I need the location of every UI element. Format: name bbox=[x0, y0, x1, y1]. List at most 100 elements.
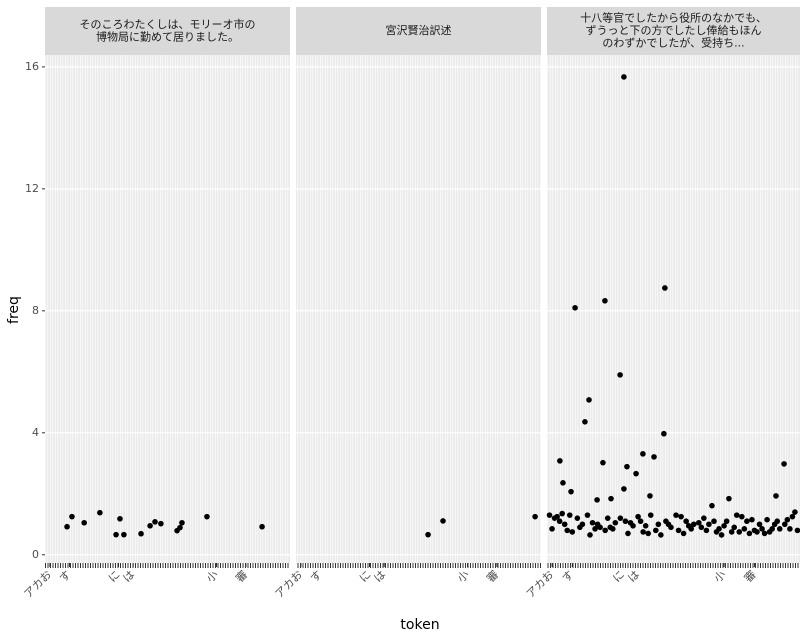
x-axis-title: token bbox=[400, 617, 439, 633]
point bbox=[600, 459, 606, 466]
y-tick-label: 0 bbox=[32, 548, 39, 561]
point bbox=[776, 526, 783, 532]
point bbox=[635, 513, 641, 520]
point bbox=[609, 526, 616, 532]
y-axis-title: freq bbox=[6, 296, 22, 324]
point bbox=[81, 519, 87, 526]
x-tick-label: 小 bbox=[711, 568, 728, 585]
x-tick-label: アカお bbox=[22, 568, 55, 601]
point bbox=[683, 518, 689, 525]
y-tick-label: 4 bbox=[32, 426, 39, 439]
x-tick-band bbox=[296, 563, 541, 568]
point bbox=[138, 530, 144, 537]
point bbox=[561, 521, 568, 528]
point bbox=[602, 297, 608, 304]
point bbox=[690, 521, 697, 528]
point bbox=[749, 516, 755, 523]
x-tick-label: は bbox=[371, 568, 388, 585]
point bbox=[652, 527, 659, 534]
strip bbox=[296, 7, 541, 55]
point bbox=[739, 513, 745, 520]
point bbox=[792, 509, 798, 515]
point bbox=[673, 512, 679, 518]
point bbox=[425, 531, 431, 538]
x-tick-label: す bbox=[57, 568, 74, 585]
x-tick-label: 審 bbox=[232, 567, 250, 585]
point bbox=[754, 529, 760, 535]
point bbox=[640, 451, 646, 457]
point bbox=[566, 512, 573, 518]
point bbox=[440, 518, 446, 524]
point bbox=[625, 530, 631, 537]
x-tick-band bbox=[45, 563, 290, 568]
point bbox=[574, 515, 581, 521]
y-tick-label: 16 bbox=[25, 60, 39, 73]
point bbox=[64, 523, 70, 530]
point bbox=[604, 515, 611, 521]
x-tick-label: は bbox=[120, 568, 137, 585]
point bbox=[259, 523, 265, 530]
x-tick-label: に bbox=[610, 568, 627, 585]
point bbox=[709, 502, 715, 509]
point bbox=[592, 526, 598, 532]
point bbox=[784, 516, 791, 523]
point bbox=[733, 512, 740, 518]
point bbox=[678, 513, 684, 520]
point bbox=[782, 521, 788, 528]
point bbox=[746, 530, 753, 537]
point bbox=[121, 531, 127, 538]
point bbox=[158, 520, 164, 527]
point bbox=[532, 513, 538, 520]
strip-label: 宮沢賢治訳述 bbox=[386, 23, 452, 37]
point bbox=[680, 530, 687, 537]
x-tick-label: す bbox=[560, 568, 577, 585]
point bbox=[661, 430, 667, 437]
x-tick-label: 小 bbox=[204, 568, 221, 585]
point bbox=[556, 518, 563, 525]
point bbox=[645, 530, 651, 537]
point bbox=[612, 519, 619, 526]
strip-label: 十八等官でしたから役所のなかでも、 bbox=[580, 11, 767, 25]
point bbox=[549, 526, 555, 532]
point bbox=[736, 529, 743, 535]
point bbox=[559, 510, 565, 517]
strip-label: 博物局に勤めて居りました。 bbox=[96, 29, 239, 43]
point bbox=[617, 372, 623, 378]
point bbox=[696, 519, 702, 526]
point bbox=[554, 513, 560, 520]
point bbox=[711, 518, 717, 525]
point bbox=[769, 526, 775, 532]
point bbox=[569, 529, 576, 535]
point bbox=[774, 518, 781, 525]
point bbox=[608, 495, 614, 502]
point bbox=[756, 521, 763, 528]
point bbox=[718, 532, 725, 538]
point bbox=[761, 530, 768, 537]
point bbox=[147, 522, 153, 529]
panel-background bbox=[547, 55, 800, 563]
point bbox=[572, 304, 578, 311]
point bbox=[655, 521, 662, 528]
strip-label: ずうっと下の方でしたし俸給もほん bbox=[586, 23, 762, 37]
point bbox=[594, 497, 600, 503]
point bbox=[637, 518, 644, 525]
point bbox=[716, 526, 722, 532]
point bbox=[177, 524, 183, 531]
point bbox=[579, 521, 586, 528]
point bbox=[726, 495, 732, 502]
point bbox=[602, 527, 608, 534]
strip-label: そのころわたくしは、モリーオ市の bbox=[80, 17, 256, 31]
strip-label: のわずかでしたが、受持ち... bbox=[602, 36, 744, 50]
point bbox=[97, 509, 103, 516]
point bbox=[781, 461, 787, 467]
point bbox=[597, 524, 603, 531]
point bbox=[152, 519, 158, 525]
point bbox=[759, 526, 765, 532]
panel-background bbox=[45, 55, 290, 563]
point bbox=[731, 524, 738, 531]
x-tick-label: 審 bbox=[483, 567, 501, 585]
y-tick-label: 8 bbox=[32, 304, 39, 317]
point bbox=[204, 513, 210, 520]
point bbox=[117, 515, 123, 522]
point bbox=[568, 488, 574, 495]
